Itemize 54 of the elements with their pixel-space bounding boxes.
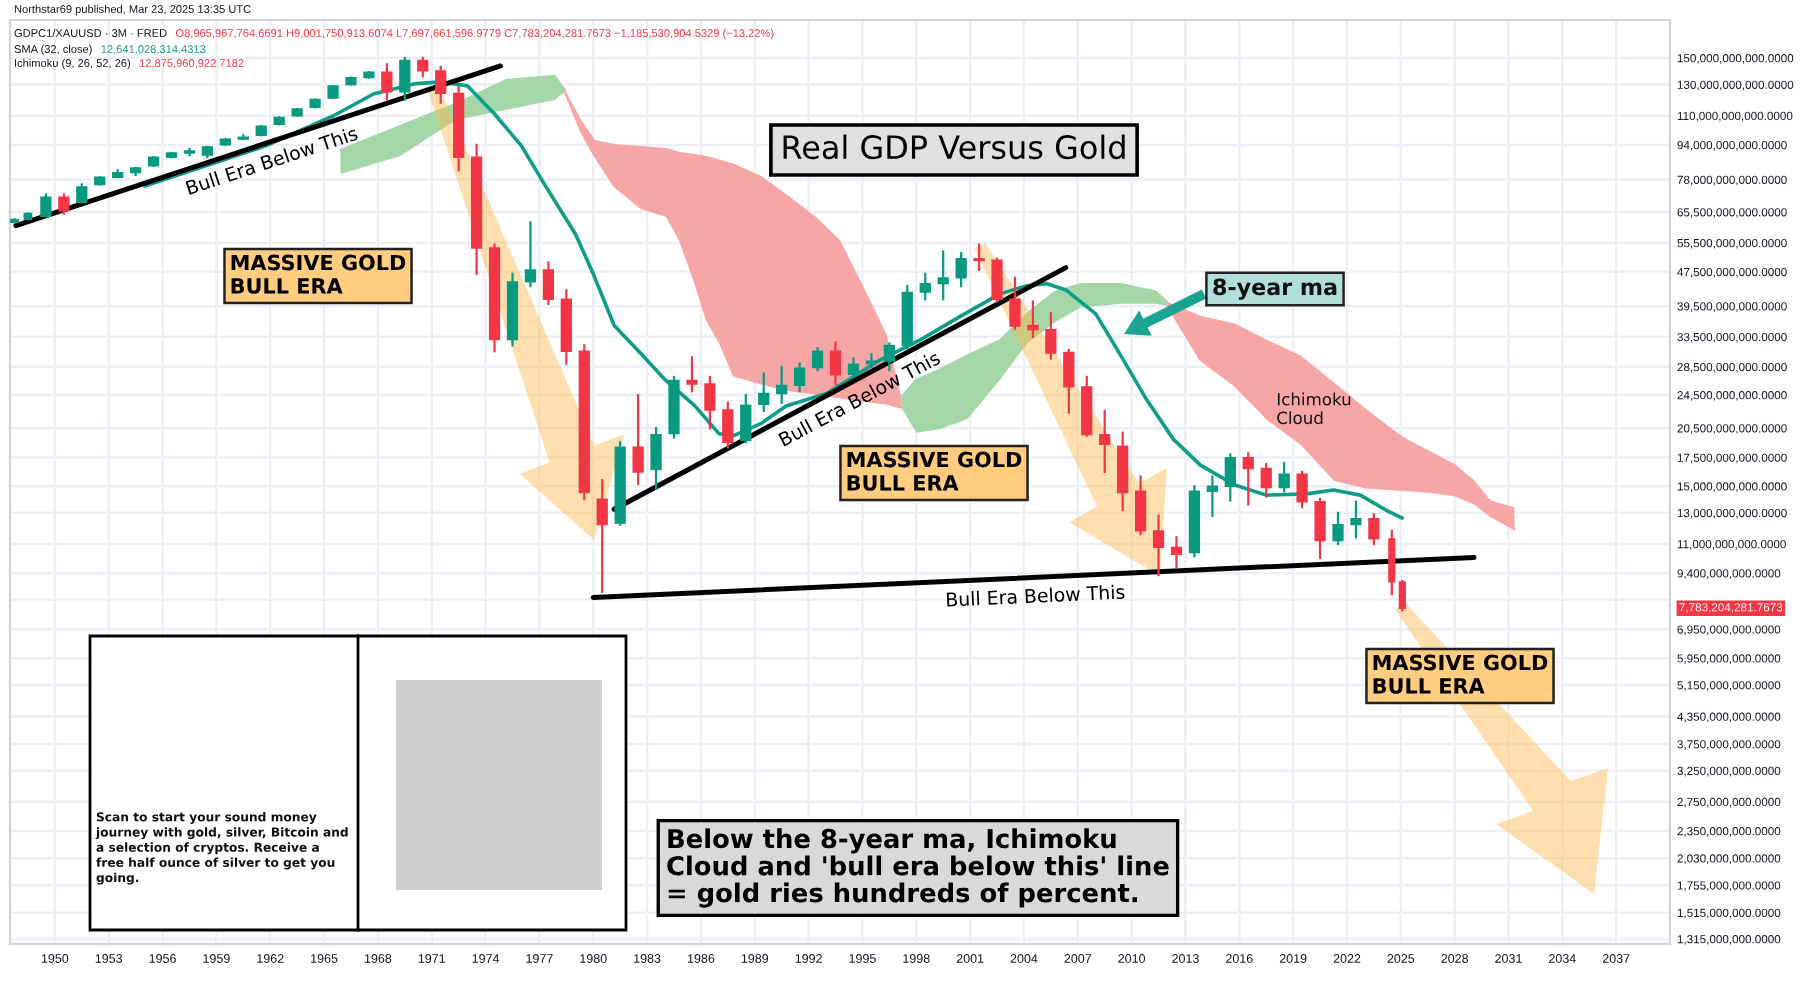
candlestick (1045, 312, 1057, 360)
candlestick (991, 257, 1003, 303)
annotation: MASSIVE GOLD BULL ERA (1373, 654, 1548, 694)
candlestick (1242, 452, 1254, 506)
candlestick (1152, 514, 1165, 577)
annotation: MASSIVE GOLD BULL ERA (847, 451, 1022, 491)
candlestick (883, 342, 895, 372)
candlestick (58, 193, 70, 215)
candlestick (1134, 475, 1147, 536)
candlestick (1009, 276, 1021, 330)
candlestick (1063, 348, 1075, 414)
candlestick (811, 347, 824, 372)
candlestick (650, 427, 662, 490)
candlestick (829, 341, 842, 386)
candlestick (1350, 500, 1362, 539)
candlestick (758, 372, 770, 412)
candlestick (686, 356, 698, 393)
text: Real GDP Versus Gold (783, 134, 1125, 160)
candlestick (381, 63, 393, 101)
candlestick (417, 56, 429, 78)
annotation: Bull Era Below This (946, 584, 1125, 607)
candlestick (632, 393, 644, 485)
candlestick (40, 193, 52, 218)
candlestick (1368, 513, 1380, 546)
candlestick (793, 362, 806, 393)
candlestick (1099, 409, 1111, 474)
candlestick (919, 272, 931, 301)
candlestick (435, 65, 447, 104)
candlestick (596, 479, 608, 593)
candlestick (1278, 461, 1290, 493)
candlestick (1170, 536, 1183, 569)
candlestick (865, 353, 878, 368)
candlestick (1081, 375, 1093, 437)
candlestick (740, 393, 752, 444)
annotation: Ichimoku Cloud (1277, 392, 1351, 425)
annotation: Bull Era Below This (185, 125, 359, 195)
candlestick (955, 252, 967, 288)
candlestick (1260, 462, 1272, 498)
candlestick (776, 365, 788, 404)
candlestick (1117, 431, 1129, 512)
annotation: 8-year ma (1213, 278, 1337, 300)
candlestick (524, 221, 537, 288)
candlestick (1224, 453, 1236, 502)
candlestick (722, 401, 734, 449)
candlestick (1332, 511, 1344, 546)
candlestick (1027, 300, 1039, 338)
candlestick (542, 261, 555, 305)
candlestick (1314, 497, 1326, 560)
annotation: MASSIVE GOLD BULL ERA (231, 254, 406, 294)
candlestick (1296, 470, 1308, 509)
annotation: Below the 8-year ma, Ichimoku Cloud and 'bull era below this' line = gold ries hundreds of percent. (667, 828, 1169, 908)
candlestick (973, 243, 985, 272)
candlestick (937, 250, 949, 301)
candlestick (704, 375, 716, 430)
